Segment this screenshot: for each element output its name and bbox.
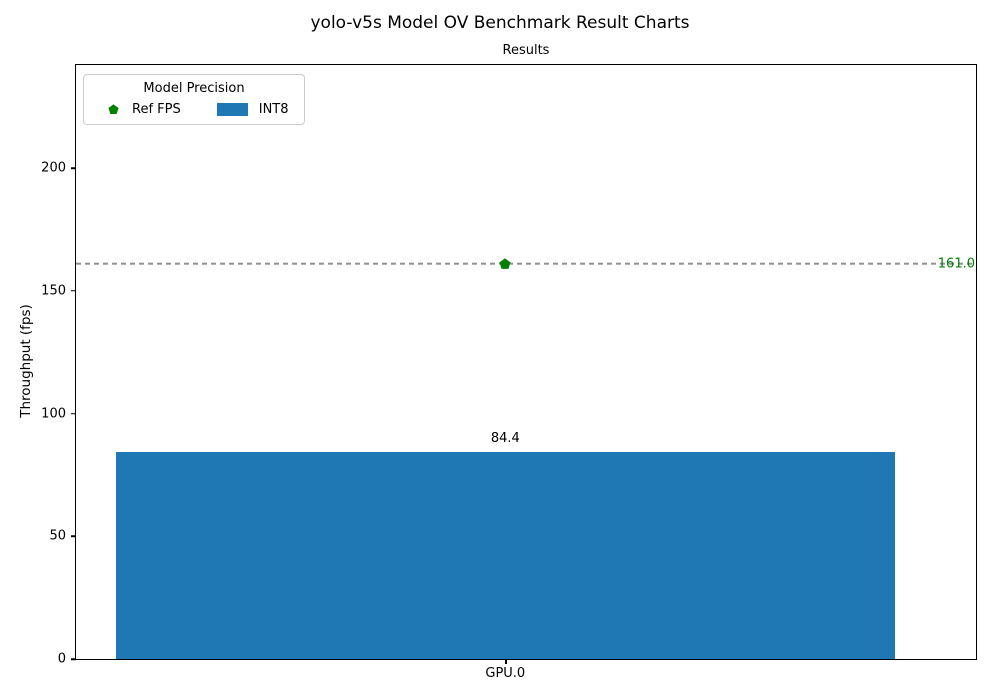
y-tick-label: 100 [41, 406, 66, 422]
y-tick-mark [71, 658, 76, 660]
legend-label-ref-fps: Ref FPS [132, 101, 181, 117]
ref-marker [499, 258, 511, 270]
y-tick-label: 0 [57, 651, 66, 667]
ref-value-label: 161.0 [937, 256, 975, 272]
legend-int8-swatch [216, 102, 248, 116]
legend-title: Model Precision [143, 81, 245, 96]
int8-bar [115, 451, 896, 659]
ref-line [76, 263, 976, 265]
pentagon-icon [499, 258, 511, 269]
y-tick-mark [71, 535, 76, 538]
pentagon-shape [499, 258, 511, 269]
y-tick-label: 150 [41, 283, 66, 299]
legend-label-int8: INT8 [258, 101, 289, 117]
pentagon-shape [107, 103, 119, 114]
plot-area: 84.4 161.0 GPU.0 Model Precision Ref FPS… [41, 64, 977, 680]
y-tick-label: 200 [41, 160, 66, 176]
x-tick-label: GPU.0 [485, 666, 526, 681]
pentagon-icon [107, 103, 119, 114]
y-tick-mark [71, 167, 76, 169]
legend-ref-fps-handle [94, 103, 132, 115]
y-axis-label: Throughput (fps) [18, 304, 34, 418]
x-tick-mark [505, 659, 507, 664]
axes-title: Results [502, 43, 550, 58]
y-tick-mark [71, 290, 76, 292]
legend-entries: Ref FPS INT8 [94, 101, 294, 117]
legend: Model Precision Ref FPS INT8 [83, 74, 305, 125]
y-tick-label: 50 [49, 528, 66, 544]
figure-title: yolo-v5s Model OV Benchmark Result Chart… [310, 13, 690, 33]
bar-value-label: 84.4 [490, 430, 520, 446]
y-tick-mark [71, 412, 76, 415]
